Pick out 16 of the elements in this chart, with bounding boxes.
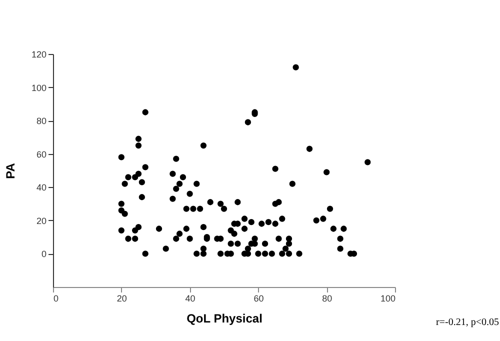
y-tick-label: 20 bbox=[36, 216, 46, 226]
x-tick-label: 60 bbox=[254, 294, 264, 304]
y-tick-label: 0 bbox=[41, 249, 46, 260]
x-tick-label: 0 bbox=[54, 294, 59, 304]
x-tick-label: 80 bbox=[322, 294, 332, 304]
x-tick-label: 100 bbox=[380, 294, 396, 304]
y-axis-title: PA bbox=[3, 162, 18, 179]
x-tick-label: 40 bbox=[185, 294, 196, 304]
y-tick-label: 80 bbox=[36, 116, 46, 126]
text: r=-0.21, p<0.05 bbox=[436, 317, 499, 328]
y-tick-label: 100 bbox=[31, 82, 46, 93]
y-tick-label: 40 bbox=[36, 182, 46, 193]
y-tick-label: 120 bbox=[31, 50, 46, 60]
x-axis-title: QoL Physical bbox=[186, 312, 262, 326]
y-tick-label: 60 bbox=[36, 149, 46, 160]
x-tick-label: 20 bbox=[116, 294, 127, 304]
